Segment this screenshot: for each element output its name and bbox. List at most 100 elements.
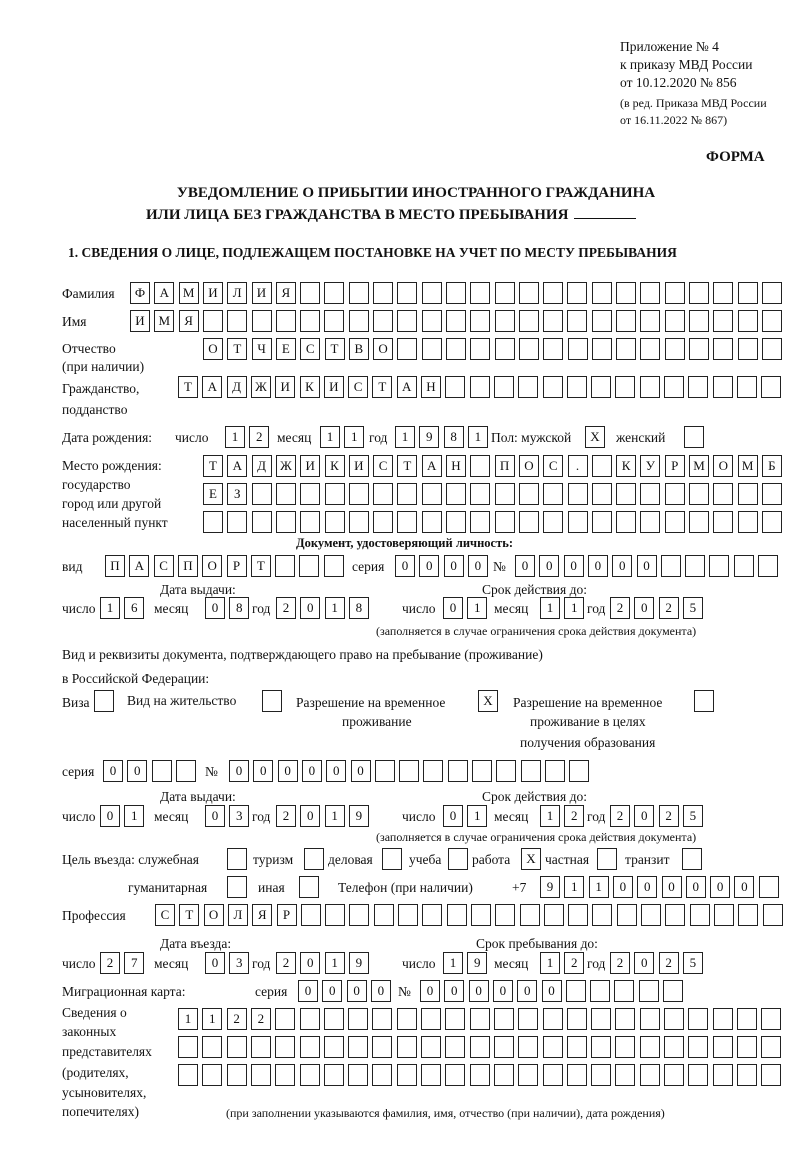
char-cell[interactable]	[421, 1036, 441, 1058]
char-cell[interactable]: А	[396, 376, 417, 398]
char-cell[interactable]: 0	[634, 597, 655, 619]
char-cell[interactable]	[543, 511, 564, 533]
char-cell[interactable]	[299, 1008, 320, 1030]
char-cell[interactable]	[382, 848, 402, 870]
char-cell[interactable]	[448, 848, 468, 870]
char-cell[interactable]: 9	[467, 952, 488, 974]
char-cell[interactable]	[519, 904, 540, 926]
char-cell[interactable]	[640, 310, 661, 332]
char-cell[interactable]	[422, 904, 443, 926]
char-cell[interactable]: Ч	[251, 338, 272, 360]
char-cell[interactable]	[733, 555, 754, 577]
char-cell[interactable]	[664, 282, 685, 304]
char-cell[interactable]: 0	[103, 760, 123, 782]
char-cell[interactable]	[469, 1064, 490, 1086]
char-cell[interactable]	[421, 310, 442, 332]
char-cell[interactable]	[761, 1008, 782, 1030]
char-cell[interactable]	[758, 876, 779, 898]
char-cell[interactable]	[470, 483, 491, 505]
char-cell[interactable]	[396, 1036, 417, 1058]
char-cell[interactable]: 0	[517, 980, 538, 1002]
char-cell[interactable]	[275, 1064, 296, 1086]
char-cell[interactable]: 5	[682, 952, 703, 974]
char-cell[interactable]: 1	[324, 805, 345, 827]
char-cell[interactable]	[493, 1008, 514, 1030]
char-cell[interactable]: Д	[226, 376, 247, 398]
char-cell[interactable]: И	[300, 455, 321, 477]
char-cell[interactable]	[566, 1064, 587, 1086]
char-cell[interactable]: С	[373, 455, 394, 477]
char-cell[interactable]	[299, 1064, 320, 1086]
char-cell[interactable]	[275, 483, 296, 505]
char-cell[interactable]	[151, 760, 172, 782]
char-cell[interactable]	[639, 1008, 660, 1030]
char-cell[interactable]: 2	[610, 952, 630, 974]
char-cell[interactable]	[518, 1036, 539, 1058]
char-cell[interactable]: В	[348, 338, 369, 360]
char-cell[interactable]	[592, 904, 613, 926]
char-cell[interactable]	[494, 483, 515, 505]
char-cell[interactable]	[591, 511, 612, 533]
char-cell[interactable]: 1	[540, 805, 560, 827]
char-cell[interactable]: 0	[301, 760, 322, 782]
char-cell[interactable]: О	[202, 555, 223, 577]
char-cell[interactable]	[737, 511, 758, 533]
char-cell[interactable]	[664, 1064, 684, 1086]
char-cell[interactable]: К	[299, 376, 320, 398]
char-cell[interactable]	[737, 338, 758, 360]
char-cell[interactable]	[348, 483, 369, 505]
char-cell[interactable]	[202, 310, 223, 332]
char-cell[interactable]: А	[202, 376, 223, 398]
char-cell[interactable]: 0	[612, 555, 633, 577]
char-cell[interactable]	[300, 483, 321, 505]
char-cell[interactable]	[616, 282, 636, 304]
char-cell[interactable]	[445, 310, 466, 332]
char-cell[interactable]: Я	[178, 310, 199, 332]
char-cell[interactable]: 0	[229, 760, 249, 782]
char-cell[interactable]	[565, 980, 586, 1002]
char-cell[interactable]: X	[585, 426, 605, 448]
char-cell[interactable]: 0	[467, 555, 488, 577]
char-cell[interactable]	[348, 310, 369, 332]
char-cell[interactable]	[664, 1036, 684, 1058]
char-cell[interactable]: 1	[324, 952, 345, 974]
char-cell[interactable]	[518, 376, 539, 398]
char-cell[interactable]	[470, 455, 491, 477]
char-cell[interactable]: 0	[634, 805, 655, 827]
char-cell[interactable]: 0	[205, 952, 225, 974]
char-cell[interactable]	[664, 338, 685, 360]
char-cell[interactable]	[469, 1036, 490, 1058]
char-cell[interactable]	[712, 1036, 733, 1058]
char-cell[interactable]	[518, 483, 539, 505]
char-cell[interactable]: 1	[344, 426, 365, 448]
char-cell[interactable]	[639, 1064, 660, 1086]
char-cell[interactable]: 0	[661, 876, 682, 898]
char-cell[interactable]	[323, 1036, 344, 1058]
char-cell[interactable]	[202, 1064, 223, 1086]
char-cell[interactable]: 1	[178, 1008, 198, 1030]
char-cell[interactable]	[761, 1064, 782, 1086]
char-cell[interactable]	[251, 483, 272, 505]
char-cell[interactable]	[737, 310, 758, 332]
char-cell[interactable]: Е	[203, 483, 223, 505]
char-cell[interactable]	[660, 555, 681, 577]
char-cell[interactable]	[494, 511, 515, 533]
char-cell[interactable]: 0	[100, 805, 120, 827]
char-cell[interactable]	[736, 1008, 757, 1030]
char-cell[interactable]	[713, 310, 734, 332]
char-cell[interactable]	[664, 511, 685, 533]
char-cell[interactable]	[518, 1064, 539, 1086]
char-cell[interactable]	[685, 555, 706, 577]
char-cell[interactable]: Ж	[250, 376, 271, 398]
char-cell[interactable]: 0	[734, 876, 755, 898]
char-cell[interactable]	[597, 848, 617, 870]
char-cell[interactable]	[738, 904, 759, 926]
char-cell[interactable]	[712, 376, 733, 398]
char-cell[interactable]	[423, 760, 444, 782]
char-cell[interactable]	[713, 483, 734, 505]
char-cell[interactable]	[542, 1008, 563, 1030]
char-cell[interactable]	[569, 760, 590, 782]
char-cell[interactable]: Ф	[130, 282, 150, 304]
char-cell[interactable]	[469, 376, 490, 398]
char-cell[interactable]	[591, 310, 612, 332]
